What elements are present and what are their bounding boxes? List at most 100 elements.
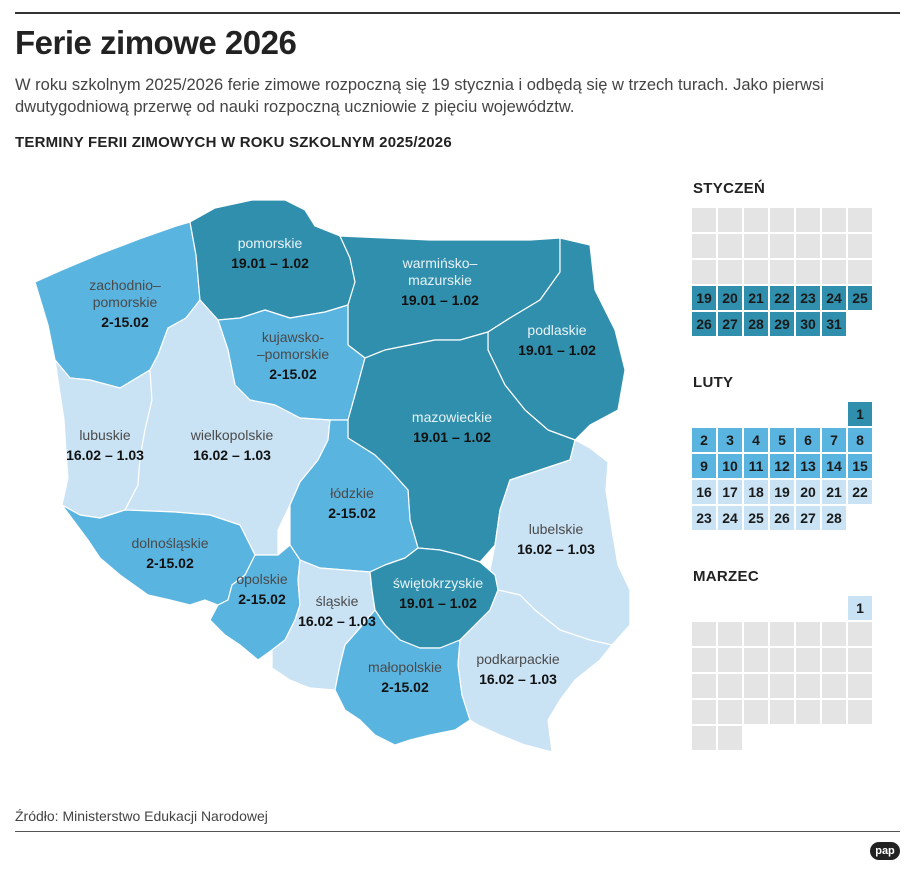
region-name-wielkopolskie: wielkopolskie [190,427,274,443]
calendar-empty-cell [744,648,768,672]
calendar-day-styczen-29: 29 [770,312,794,336]
calendar-day-luty-6: 6 [796,428,820,452]
calendar-empty-cell [770,234,794,258]
region-dates-lubuskie: 16.02 – 1.03 [66,447,144,463]
region-name-lodzkie: łódzkie [330,485,374,501]
region-name-kujawsko-pomorskie: –pomorskie [257,346,330,362]
calendar-day-luty-27: 27 [796,506,820,530]
region-name-zachodniopomorskie: zachodnio– [89,277,161,293]
region-dates-malopolskie: 2-15.02 [381,679,429,695]
calendar-empty-cell [848,700,872,724]
lead-line-1: W roku szkolnym 2025/2026 ferie zimowe r… [15,76,824,94]
calendar-empty-cell [822,648,846,672]
region-name-podlaskie: podlaskie [527,322,586,338]
calendar-day-luty-16: 16 [692,480,716,504]
month-title-luty: LUTY [693,374,734,391]
calendar-day-luty-10: 10 [718,454,742,478]
region-dates-zachodniopomorskie: 2-15.02 [101,314,149,330]
map-subtitle: TERMINY FERII ZIMOWYCH W ROKU SZKOLNYM 2… [15,134,452,151]
calendar-empty-cell [692,208,716,232]
region-name-dolnoslaskie: dolnośląskie [131,535,208,551]
calendar-day-luty-23: 23 [692,506,716,530]
calendar-empty-cell [692,674,716,698]
region-dates-pomorskie: 19.01 – 1.02 [231,255,309,271]
calendar-empty-cell [692,700,716,724]
calendar-marzec: 1 [692,596,878,776]
calendar-empty-cell [744,208,768,232]
region-dates-kujawsko-pomorskie: 2-15.02 [269,366,317,382]
calendar-empty-cell [848,674,872,698]
calendar-empty-cell [848,648,872,672]
calendar-empty-cell [822,700,846,724]
calendar-day-luty-8: 8 [848,428,872,452]
region-name-kujawsko-pomorskie: kujawsko- [262,329,325,345]
region-name-mazowieckie: mazowieckie [412,409,492,425]
calendar-empty-cell [718,234,742,258]
calendar-empty-cell [718,674,742,698]
region-name-malopolskie: małopolskie [368,659,442,675]
calendar-empty-cell [848,208,872,232]
calendar-empty-cell [744,622,768,646]
calendar-empty-cell [796,208,820,232]
calendar-styczen: 19 20 21 22 23 24 25 26 27 28 29 30 31 [692,208,878,388]
calendar-day-styczen-24: 24 [822,286,846,310]
month-title-marzec: MARZEC [693,568,759,585]
calendar-day-luty-18: 18 [744,480,768,504]
region-name-swietokrzyskie: świętokrzyskie [393,575,483,591]
calendar-day-luty-5: 5 [770,428,794,452]
calendar-empty-cell [796,234,820,258]
calendar-day-marzec-1: 1 [848,596,872,620]
region-name-pomorskie: pomorskie [238,235,303,251]
calendar-empty-cell [770,648,794,672]
calendar-empty-cell [770,622,794,646]
calendar-day-luty-24: 24 [718,506,742,530]
calendar-luty: 1 2 3 4 5 6 7 8 9 10 11 12 13 14 15 16 17 18 19 20 21 22 23 24 2… [692,402,878,582]
calendar-empty-cell [770,700,794,724]
pap-logo: pap [870,842,900,860]
region-name-warminsko-mazurskie: mazurskie [408,272,472,288]
calendar-day-styczen-23: 23 [796,286,820,310]
region-name-lubelskie: lubelskie [529,521,584,537]
calendar-day-luty-3: 3 [718,428,742,452]
calendar-day-luty-20: 20 [796,480,820,504]
calendar-day-styczen-30: 30 [796,312,820,336]
calendar-day-luty-22: 22 [848,480,872,504]
region-dates-opolskie: 2-15.02 [238,591,286,607]
calendar-day-luty-17: 17 [718,480,742,504]
calendar-day-luty-4: 4 [744,428,768,452]
calendar-empty-cell [796,260,820,284]
calendar-day-luty-1: 1 [848,402,872,426]
calendar-day-styczen-28: 28 [744,312,768,336]
calendar-empty-cell [744,674,768,698]
bottom-rule [15,831,900,832]
lead-text: W roku szkolnym 2025/2026 ferie zimowe r… [15,74,905,118]
region-dates-swietokrzyskie: 19.01 – 1.02 [399,595,477,611]
region-dates-dolnoslaskie: 2-15.02 [146,555,194,571]
calendar-day-styczen-20: 20 [718,286,742,310]
calendar-day-styczen-21: 21 [744,286,768,310]
calendar-empty-cell [692,648,716,672]
region-name-opolskie: opolskie [236,571,288,587]
region-name-warminsko-mazurskie: warmińsko– [402,255,478,271]
calendar-empty-cell [796,622,820,646]
month-title-styczen: STYCZEŃ [693,180,766,197]
calendar-day-luty-15: 15 [848,454,872,478]
calendar-empty-cell [718,622,742,646]
calendar-day-luty-14: 14 [822,454,846,478]
calendar-empty-cell [692,726,716,750]
region-dates-mazowieckie: 19.01 – 1.02 [413,429,491,445]
calendar-empty-cell [822,260,846,284]
region-name-lubuskie: lubuskie [79,427,131,443]
calendar-empty-cell [770,674,794,698]
calendar-empty-cell [770,208,794,232]
calendar-empty-cell [822,674,846,698]
region-dates-podkarpackie: 16.02 – 1.03 [479,671,557,687]
calendar-empty-cell [744,234,768,258]
calendar-empty-cell [718,726,742,750]
calendar-empty-cell [848,622,872,646]
region-name-zachodniopomorskie: pomorskie [93,294,158,310]
calendar-day-styczen-27: 27 [718,312,742,336]
region-dates-lodzkie: 2-15.02 [328,505,376,521]
calendar-day-luty-11: 11 [744,454,768,478]
